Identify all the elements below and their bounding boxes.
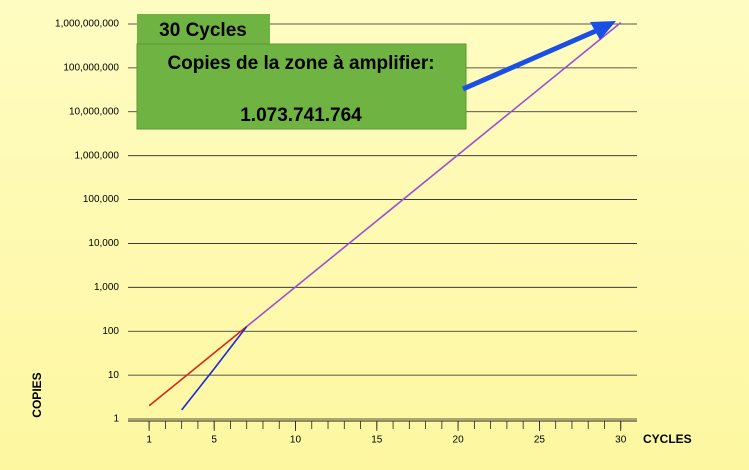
y-tick-label: 1,000,000: [75, 150, 120, 161]
y-tick-label: 1,000: [94, 282, 119, 293]
y-tick-label: 100: [102, 326, 119, 337]
y-tick-label: 100,000: [83, 194, 120, 205]
y-tick-label: 10,000: [88, 238, 119, 249]
x-tick-label: 30: [615, 435, 627, 446]
annotation-box: [137, 14, 270, 46]
plot-area: 1 10 100 1,000 10,000 100,000 1,000,000 10,000,…: [55, 19, 637, 446]
x-tick-label: 5: [211, 435, 217, 446]
y-tick-label: 1: [113, 414, 119, 425]
annotation: 30 Cycles: [159, 20, 247, 41]
y-tick-label: 10,000,000: [69, 106, 119, 117]
series-line: [246, 22, 622, 328]
x-tick-label: 10: [290, 435, 302, 446]
x-tick-label: 20: [453, 435, 465, 446]
y-axis-label: COPIES: [30, 372, 44, 417]
x-tick-label: 25: [534, 435, 546, 446]
x-tick-label: 15: [371, 435, 383, 446]
x-axis-label: CYCLES: [643, 432, 692, 446]
series-line: [148, 325, 248, 407]
arrow-head: [590, 21, 616, 40]
annotation: Copies de la zone à amplifier:: [167, 53, 434, 74]
arrow: [461, 27, 600, 92]
series-line: [181, 326, 248, 411]
x-tick-label: 1: [146, 435, 152, 446]
y-tick-label: 1,000,000,000: [55, 19, 119, 30]
annotation-box: [136, 43, 467, 130]
y-tick-label: 10: [108, 370, 120, 381]
annotation: 1.073.741.764: [240, 105, 362, 126]
y-tick-label: 100,000,000: [63, 63, 119, 74]
